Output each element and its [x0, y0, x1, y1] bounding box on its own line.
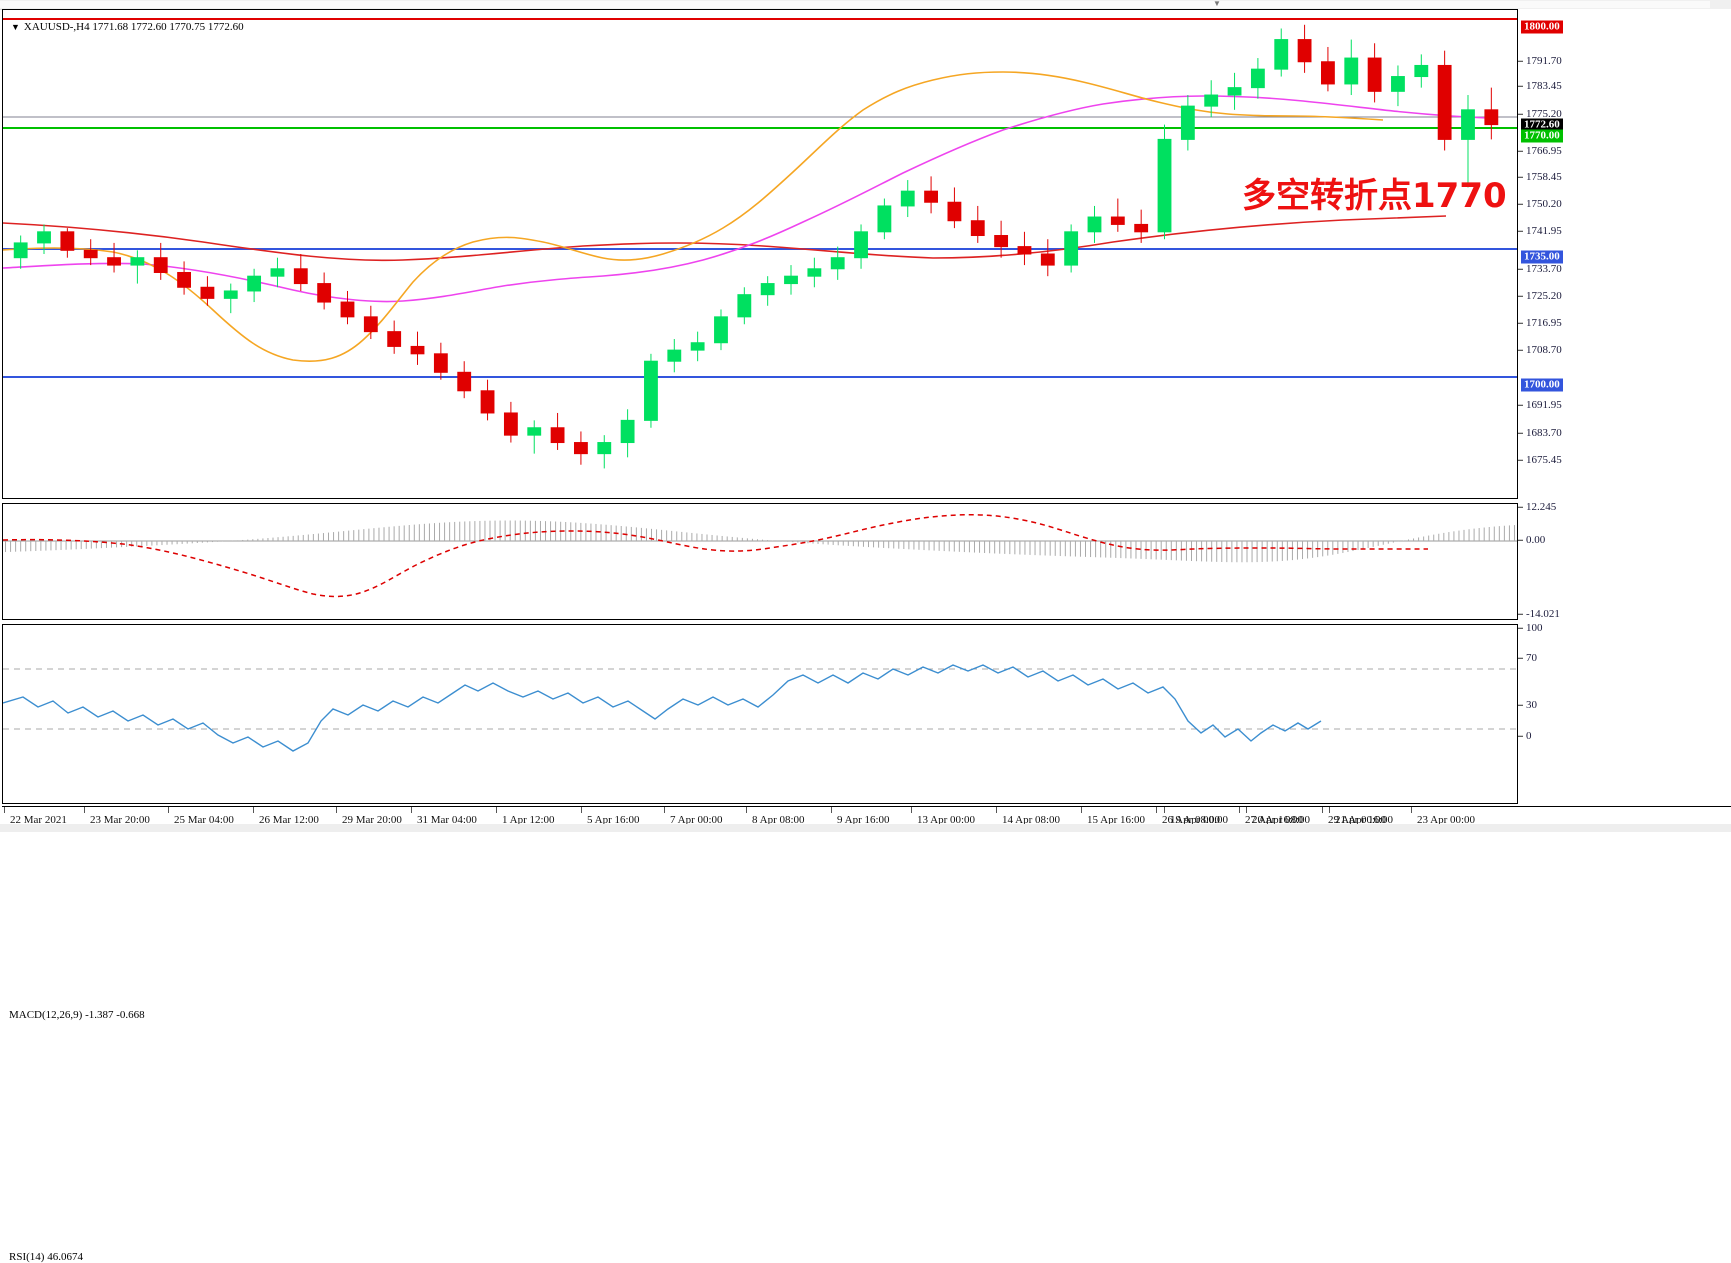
- axis-tick-label: 1766.95: [1518, 145, 1562, 157]
- collapse-arrow-icon[interactable]: ▼: [11, 22, 20, 32]
- time-axis-label: 5 Apr 16:00: [581, 807, 640, 826]
- time-axis-label: 31 Mar 04:00: [411, 807, 477, 826]
- chart-annotation-note: 多空转折点1770: [1242, 176, 1507, 216]
- axis-tick-label: -14.021: [1518, 608, 1560, 620]
- macd-canvas: [3, 514, 1517, 598]
- axis-tick-label: 1791.70: [1518, 55, 1562, 67]
- axis-tick-label: 1725.20: [1518, 290, 1562, 302]
- macd-header: MACD(12,26,9) -1.387 -0.668: [9, 1009, 145, 1021]
- time-axis-label: 20 Apr 08:00: [1246, 807, 1310, 826]
- price-level-tag[interactable]: 1772.60: [1521, 118, 1563, 132]
- price-chart-canvas: [3, 18, 1517, 469]
- symbol-header: ▼ XAUUSD-,H4 1771.68 1772.60 1770.75 1772…: [11, 21, 244, 33]
- time-axis-label: 9 Apr 16:00: [831, 807, 890, 826]
- axis-tick-label: 1708.70: [1518, 344, 1562, 356]
- price-level-tag[interactable]: 1770.00: [1521, 129, 1563, 143]
- axis-tick-label: 1675.45: [1518, 454, 1562, 466]
- axis-tick-label: 12.245: [1518, 501, 1556, 513]
- time-axis-label: 14 Apr 08:00: [996, 807, 1060, 826]
- rsi-header: RSI(14) 46.0674: [9, 1251, 83, 1263]
- axis-tick-label: 1733.70: [1518, 263, 1562, 275]
- time-axis-label: 27 Apr 16:00: [1239, 807, 1303, 826]
- time-axis-label: 13 Apr 00:00: [911, 807, 975, 826]
- scrollbar-thumb[interactable]: [0, 1, 1710, 8]
- time-axis-label: 23 Mar 20:00: [84, 807, 150, 826]
- time-axis-label: 29 Mar 20:00: [336, 807, 402, 826]
- time-axis-label: 22 Mar 2021: [4, 807, 67, 826]
- time-axis-label: 26 Apr 08:00: [1156, 807, 1220, 826]
- macd-axis-scale[interactable]: 12.245 0.00 -14.021: [1518, 501, 1731, 620]
- time-axis-label: 19 Apr 00:00: [1164, 807, 1228, 826]
- time-axis-label: 15 Apr 16:00: [1081, 807, 1145, 826]
- time-axis-label: 25 Mar 04:00: [168, 807, 234, 826]
- rsi-canvas: [3, 664, 1517, 752]
- time-axis-label: 29 Apr 00:00: [1322, 807, 1386, 826]
- axis-tick-label: 1691.95: [1518, 399, 1562, 411]
- time-axis-label: 8 Apr 08:00: [746, 807, 805, 826]
- time-axis-label: 26 Mar 12:00: [253, 807, 319, 826]
- time-axis-label: 21 Apr 16:00: [1329, 807, 1393, 826]
- axis-tick-label: 1783.45: [1518, 80, 1562, 92]
- price-level-tag[interactable]: 1800.00: [1521, 20, 1563, 34]
- axis-tick-label: 1683.70: [1518, 427, 1562, 439]
- axis-tick-label: 30: [1518, 699, 1537, 711]
- price-chart-pane[interactable]: ▼ XAUUSD-,H4 1771.68 1772.60 1770.75 1772…: [2, 9, 1518, 499]
- price-axis-scale[interactable]: 1791.70 1783.45 1775.20 1766.95 1758.45 1750.…: [1518, 9, 1731, 499]
- horizontal-scrollbar-bottom[interactable]: [0, 824, 1731, 832]
- rsi-axis-scale[interactable]: 100 70 30 0: [1518, 622, 1731, 804]
- axis-tick-label: 1750.20: [1518, 198, 1562, 210]
- axis-tick-label: 1741.95: [1518, 225, 1562, 237]
- axis-tick-label: 1758.45: [1518, 171, 1562, 183]
- chevron-down-icon[interactable]: ▼: [1213, 0, 1221, 8]
- time-axis-label: 23 Apr 00:00: [1411, 807, 1475, 826]
- axis-tick-label: 1775.20: [1518, 108, 1562, 120]
- axis-tick-label: 70: [1518, 652, 1537, 664]
- axis-tick-label: 0.00: [1518, 534, 1545, 546]
- symbol-header-text: XAUUSD-,H4 1771.68 1772.60 1770.75 1772.…: [23, 21, 244, 33]
- time-axis-label: 7 Apr 00:00: [664, 807, 723, 826]
- price-level-tag[interactable]: 1700.00: [1521, 378, 1563, 392]
- macd-indicator-pane[interactable]: MACD(12,26,9) -1.387 -0.668: [2, 503, 1518, 1021]
- rsi-indicator-pane[interactable]: RSI(14) 46.0674: [2, 624, 1518, 1263]
- axis-tick-label: 1716.95: [1518, 317, 1562, 329]
- axis-tick-label: 0: [1518, 730, 1532, 742]
- time-axis-label: 1 Apr 12:00: [496, 807, 555, 826]
- axis-tick-label: 100: [1518, 622, 1543, 634]
- price-level-tag[interactable]: 1735.00: [1521, 250, 1563, 264]
